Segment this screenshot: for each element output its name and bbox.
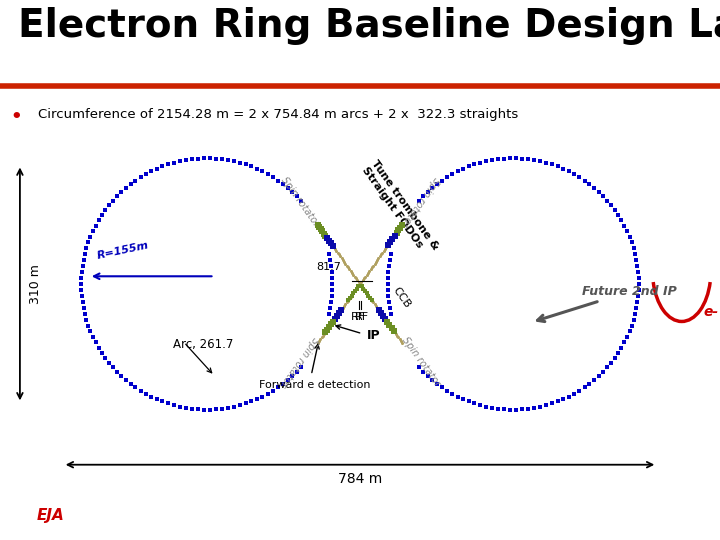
Text: Spin rotator: Spin rotator — [399, 175, 441, 228]
Text: 81.7: 81.7 — [317, 262, 341, 272]
Text: 784 m: 784 m — [338, 472, 382, 487]
Text: Forward e detection: Forward e detection — [258, 380, 370, 390]
Text: RF: RF — [351, 312, 364, 322]
Text: Circumference of 2154.28 m = 2 x 754.84 m arcs + 2 x  322.3 straights: Circumference of 2154.28 m = 2 x 754.84 … — [38, 108, 518, 121]
Text: 2: 2 — [355, 507, 365, 525]
Text: CCB: CCB — [390, 285, 412, 309]
Text: Spin rotator: Spin rotator — [400, 335, 442, 388]
Text: IP: IP — [367, 329, 381, 342]
Text: Electron Ring Baseline Design Layout: Electron Ring Baseline Design Layout — [18, 8, 720, 45]
Text: Tune trombone &
Straight FODOs: Tune trombone & Straight FODOs — [359, 158, 440, 259]
Text: •: • — [11, 108, 22, 126]
Text: e-: e- — [703, 305, 719, 319]
Text: R=155m: R=155m — [96, 240, 150, 261]
Text: Jefferson Lab: Jefferson Lab — [634, 509, 720, 523]
Text: Arc, 261.7: Arc, 261.7 — [173, 338, 233, 350]
Text: Spin rotator: Spin rotator — [279, 175, 321, 228]
Text: EJA: EJA — [37, 508, 64, 523]
Text: 310 m: 310 m — [29, 264, 42, 304]
Text: RF: RF — [356, 312, 369, 322]
Text: Spin rotator: Spin rotator — [278, 335, 320, 388]
Text: Future 2nd IP: Future 2nd IP — [538, 285, 677, 322]
